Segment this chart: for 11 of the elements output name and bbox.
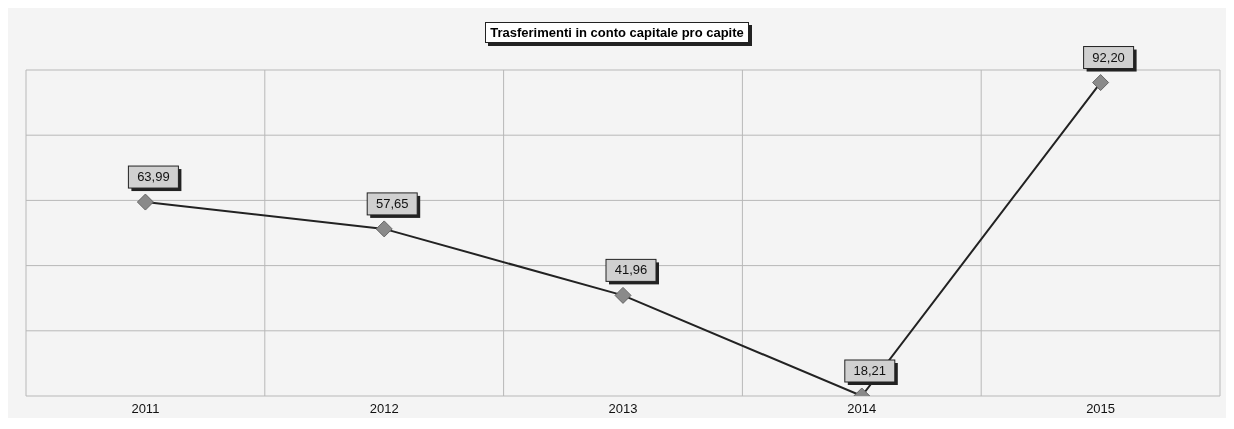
data-label: 63,99 <box>137 169 170 185</box>
x-tick-label: 2014 <box>847 401 877 417</box>
x-tick-label: 2015 <box>1086 401 1116 417</box>
x-tick-label: 2011 <box>131 401 160 417</box>
chart-title: Trasferimenti in conto capitale pro capite <box>485 22 749 43</box>
x-tick-label: 2012 <box>369 401 399 417</box>
data-label: 92,20 <box>1092 49 1125 65</box>
x-tick-label: 2013 <box>608 401 638 417</box>
data-label: 41,96 <box>614 262 648 278</box>
data-label: 57,65 <box>375 195 409 211</box>
data-label: 18,21 <box>853 363 887 378</box>
